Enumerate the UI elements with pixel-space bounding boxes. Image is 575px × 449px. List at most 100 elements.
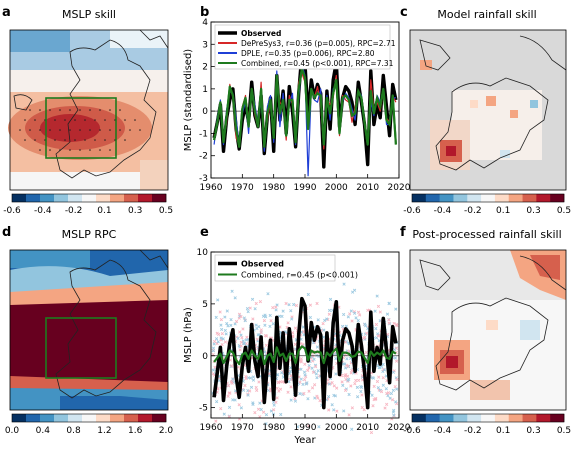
x-tick-label: 1980 [262, 183, 285, 193]
ensemble-member-marker [239, 406, 243, 410]
map-a [8, 29, 169, 190]
ensemble-member-marker [219, 407, 223, 411]
ensemble-member-marker [215, 331, 219, 335]
colorbar-tick-label: 0.5 [159, 206, 173, 216]
ensemble-member-marker [334, 372, 338, 376]
ensemble-member-marker [254, 301, 258, 306]
ensemble-member-marker [225, 309, 229, 313]
ensemble-member-marker [214, 315, 218, 320]
ensemble-member-marker [243, 318, 247, 323]
ensemble-member-marker [353, 382, 357, 386]
ensemble-member-marker [217, 378, 221, 383]
ensemble-member-marker [387, 318, 391, 322]
ensemble-member-marker [293, 342, 297, 347]
ensemble-member-marker [292, 302, 296, 307]
ensemble-member-marker [306, 397, 310, 401]
ensemble-member-marker [228, 358, 233, 362]
ensemble-member-marker [386, 391, 391, 395]
ensemble-member-marker [332, 408, 336, 412]
ensemble-member-marker [230, 364, 234, 368]
ensemble-member-marker [293, 399, 298, 403]
ensemble-member-marker [212, 342, 216, 346]
ensemble-member-marker [346, 378, 350, 382]
ensemble-member-marker [343, 373, 347, 378]
ensemble-member-marker [221, 337, 225, 341]
ensemble-member-marker [305, 381, 309, 385]
ensemble-member-marker [290, 317, 294, 321]
ensemble-member-marker [391, 398, 395, 402]
ensemble-member-marker [394, 307, 398, 311]
colorbar-tick-label: 1.2 [97, 426, 111, 436]
ensemble-member-marker [248, 376, 253, 380]
ensemble-member-marker [395, 387, 399, 391]
ensemble-member-marker [246, 393, 250, 397]
colorbar-swatch [425, 414, 440, 422]
panel-a-title: MSLP skill [62, 8, 116, 21]
ensemble-member-marker [238, 348, 242, 352]
colorbar-swatch [494, 414, 510, 422]
ensemble-member-marker [279, 412, 283, 417]
ensemble-member-marker [298, 380, 302, 384]
ensemble-member-marker [365, 331, 369, 335]
panel-letter-c: c [400, 5, 408, 20]
colorbar-swatch [26, 194, 41, 202]
x-tick-label: 1970 [231, 183, 254, 193]
ensemble-member-marker [251, 378, 256, 382]
colorbar-skill-c: -0.6 -0.4 -0.2 0.1 0.3 0.5 [403, 193, 571, 216]
y-tick-label: 0 [202, 352, 208, 362]
ensemble-member-marker [262, 318, 267, 323]
ensemble-member-marker [226, 394, 230, 398]
ensemble-member-marker [259, 407, 263, 412]
colorbar-tick-label: -0.2 [464, 206, 482, 216]
ensemble-member-marker [308, 315, 312, 320]
ensemble-member-marker [360, 385, 364, 390]
ensemble-member-marker [289, 385, 293, 389]
ensemble-member-marker [287, 379, 291, 384]
ensemble-member-marker [387, 301, 391, 305]
ensemble-member-marker [242, 342, 247, 346]
ensemble-member-marker [234, 319, 239, 324]
ensemble-member-marker [374, 396, 378, 401]
ensemble-member-marker [327, 408, 331, 412]
colorbar-frame [411, 193, 565, 203]
colorbar-swatch [152, 414, 167, 422]
colorbar-swatch [54, 194, 69, 202]
ensemble-member-marker [243, 383, 247, 388]
y-tick-label: 10 [197, 248, 209, 258]
colorbar-swatch [453, 194, 468, 202]
colorbar-swatch [138, 414, 153, 422]
ensemble-member-marker [224, 332, 228, 336]
ensemble-member-marker [248, 389, 252, 393]
ensemble-member-marker [346, 315, 350, 319]
colorbar-skill-a: -0.6 -0.4 -0.2 0.1 0.3 0.5 [3, 193, 173, 216]
colorbar-tick-label: -0.6 [403, 206, 421, 216]
ensemble-member-marker [264, 343, 269, 347]
ensemble-member-marker [264, 413, 269, 417]
panel-f-title: Post-processed rainfall skill [412, 228, 561, 241]
colorbar-swatch [481, 414, 496, 422]
ensemble-member-marker [277, 314, 282, 318]
ensemble-member-marker [356, 318, 360, 323]
ensemble-member-marker [349, 371, 353, 375]
ensemble-member-marker [325, 317, 329, 321]
ensemble-member-marker [271, 322, 275, 326]
ensemble-member-marker [316, 396, 320, 400]
ensemble-member-marker [340, 380, 344, 384]
ensemble-member-marker [253, 410, 257, 415]
ensemble-member-marker [354, 378, 358, 383]
ensemble-member-marker [269, 409, 274, 413]
ensemble-member-marker [306, 368, 310, 372]
ensemble-member-marker [249, 385, 254, 389]
ensemble-member-marker [385, 312, 390, 316]
colorbar-swatch [467, 194, 482, 202]
ensemble-member-marker [289, 309, 293, 313]
colorbar-swatch [82, 194, 97, 202]
x-tick-label: 2000 [325, 183, 348, 193]
ensemble-member-marker [349, 384, 353, 388]
ensemble-member-marker [355, 385, 359, 389]
y-tick-label: 1 [202, 85, 208, 95]
colorbar-swatch [453, 414, 468, 422]
ensemble-member-marker [254, 385, 258, 390]
colorbar-tick-label: 0.0 [5, 426, 20, 436]
